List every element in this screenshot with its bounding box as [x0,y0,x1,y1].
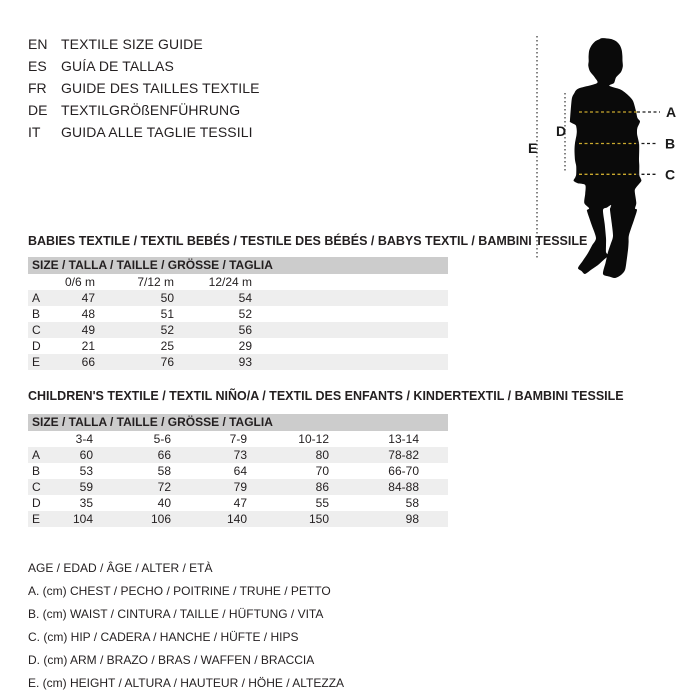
svg-text:A: A [666,104,676,120]
svg-text:C: C [665,166,675,182]
svg-text:E: E [528,140,537,156]
svg-text:D: D [556,123,566,139]
svg-text:B: B [665,136,675,152]
